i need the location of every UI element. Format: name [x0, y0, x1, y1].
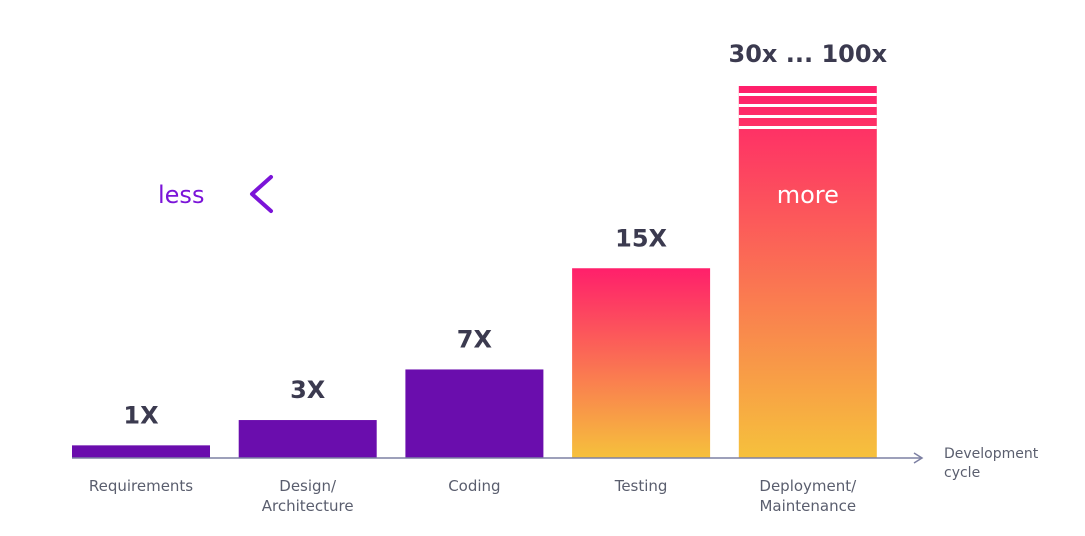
category-label-1: Architecture — [262, 497, 354, 515]
value-label-2: 7X — [457, 325, 493, 353]
bar-overflow-stripe — [738, 93, 877, 96]
comparison-arrow: less more — [158, 175, 839, 213]
bars-group — [72, 86, 877, 458]
bar-0 — [72, 445, 210, 458]
less-label: less — [158, 181, 204, 209]
labels-group: 1X Requirements 3X Design/Architecture 7X Cod… — [89, 40, 888, 515]
value-label-0: 1X — [123, 401, 159, 429]
bar-overflow-stripe — [738, 115, 877, 118]
x-axis-arrowhead — [913, 452, 924, 464]
bar-4 — [738, 86, 877, 458]
x-axis: Development cycle — [72, 446, 1039, 481]
category-label-4: Deployment/ — [759, 477, 857, 495]
bar-overflow-stripe — [738, 104, 877, 107]
bar-3 — [572, 268, 711, 458]
bar-1 — [238, 420, 377, 458]
category-label-1: Design/ — [279, 477, 337, 495]
x-axis-title: cycle — [944, 465, 980, 481]
value-label-4: 30x ... 100x — [729, 40, 888, 68]
more-label: more — [777, 181, 839, 209]
value-label-3: 15X — [615, 224, 667, 252]
category-label-0: Requirements — [89, 477, 193, 495]
category-label-4: Maintenance — [759, 497, 856, 515]
bar-overflow-stripe — [738, 126, 877, 129]
arrow-head — [250, 175, 273, 213]
category-label-2: Coding — [448, 477, 500, 495]
x-axis-title: Development — [944, 446, 1039, 462]
category-label-3: Testing — [614, 477, 668, 495]
value-label-1: 3X — [290, 376, 326, 404]
bar-2 — [405, 369, 544, 458]
